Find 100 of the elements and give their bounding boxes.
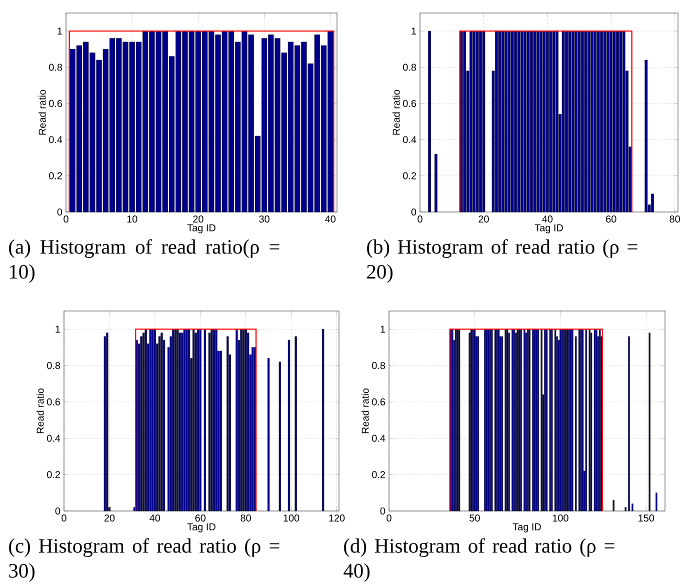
x-tick-label: 60 (606, 216, 616, 223)
y-axis-title: Read ratio (392, 90, 400, 135)
y-tick-label: 1 (56, 326, 60, 333)
bar (495, 30, 498, 212)
y-tick-label: 0.2 (49, 172, 62, 180)
x-axis-title: Tag ID (187, 224, 216, 234)
x-tick-label: 0 (418, 216, 422, 223)
bar (590, 30, 594, 212)
bar (526, 30, 530, 212)
x-tick-label: 100 (284, 514, 300, 522)
y-tick-label: 0.8 (372, 362, 386, 370)
bar (610, 30, 613, 212)
y-tick-label: 0.2 (372, 471, 385, 478)
bar (552, 30, 556, 212)
bar (479, 30, 482, 212)
y-tick-label: 0.4 (403, 136, 416, 144)
bar (517, 30, 520, 212)
y-tick-label: 0.4 (372, 434, 386, 442)
y-tick-label: 0.2 (47, 471, 60, 478)
x-tick-label: 80 (240, 514, 251, 522)
bar (498, 30, 502, 212)
x-tick-label: 100 (552, 514, 568, 522)
bar (562, 30, 565, 212)
bar (540, 30, 542, 212)
y-axis-title: Read ratio (36, 388, 44, 434)
x-tick-label: 30 (259, 216, 270, 223)
x-tick-label: 0 (386, 514, 392, 522)
y-axis-title: Read ratio (38, 90, 46, 135)
bar (504, 30, 508, 212)
bar (470, 30, 472, 212)
text: (b) Histogram of read ratio (ρ = 20) (367, 239, 638, 283)
x-tick-label: 120 (329, 514, 345, 522)
x-tick-label: 0 (64, 216, 68, 223)
y-tick-label: 0.2 (403, 172, 416, 180)
bar (568, 30, 572, 212)
y-tick-label: 0 (55, 507, 60, 515)
bar (549, 30, 552, 212)
bar (622, 30, 626, 212)
x-tick-label: 20 (104, 514, 115, 522)
bar (536, 30, 540, 212)
x-tick-label: 40 (542, 216, 553, 223)
y-tick-label: 0 (411, 208, 416, 216)
bar (524, 30, 527, 212)
bar (603, 30, 606, 212)
x-axis-title: Tag ID (534, 224, 563, 234)
x-tick-label: 60 (195, 514, 206, 522)
bar (616, 30, 619, 212)
x-axis-title: Tag ID (512, 523, 541, 532)
bar (476, 30, 479, 212)
text: (a) Histogram of read ratio(ρ = 10) (9, 239, 280, 283)
x-tick-label: 80 (670, 216, 680, 223)
bar (514, 30, 517, 212)
y-tick-label: 0.6 (372, 398, 386, 406)
y-tick-label: 0.6 (403, 100, 416, 107)
bar (612, 30, 616, 212)
x-tick-label: 10 (127, 216, 138, 223)
bar (578, 30, 581, 212)
bar (510, 30, 514, 212)
y-tick-label: 1 (412, 28, 416, 35)
y-axis-title: Read ratio (361, 388, 369, 434)
bar (596, 30, 600, 212)
y-tick-label: 0.4 (49, 136, 62, 144)
x-tick-label: 20 (193, 216, 204, 223)
y-tick-label: 0.8 (49, 64, 62, 71)
bar (546, 30, 549, 212)
x-axis-title: Tag ID (187, 523, 216, 532)
x-tick-label: 20 (478, 216, 489, 223)
text: (c) Histogram of read ratio (ρ = 30) (9, 538, 280, 582)
bar (463, 30, 466, 212)
bar (472, 30, 476, 212)
text: (d) Histogram of read ratio (ρ = 40) (344, 538, 614, 582)
x-tick-label: 150 (638, 514, 654, 522)
x-tick-label: 50 (470, 514, 480, 522)
y-tick-label: 0.8 (403, 64, 416, 71)
y-tick-label: 0.6 (47, 398, 60, 406)
bar (587, 30, 590, 212)
bar (533, 30, 536, 212)
bar (530, 30, 533, 212)
bar (581, 30, 584, 212)
y-tick-label: 1 (58, 28, 62, 35)
y-tick-label: 0 (57, 208, 62, 216)
y-tick-label: 1 (380, 326, 386, 333)
bar (584, 30, 588, 212)
y-tick-label: 0.8 (47, 362, 60, 370)
y-tick-label: 0.6 (49, 100, 62, 107)
y-tick-label: 0.4 (47, 434, 60, 442)
bar (508, 30, 511, 212)
bar (606, 30, 610, 212)
x-tick-label: 40 (325, 216, 336, 223)
bar (542, 30, 546, 212)
bar (574, 30, 578, 212)
bar (520, 30, 524, 212)
y-tick-label: 0 (380, 507, 386, 515)
bar (556, 30, 558, 212)
bar (565, 30, 568, 212)
x-tick-label: 40 (150, 514, 160, 522)
bar (571, 30, 574, 212)
bar (594, 30, 597, 212)
bar (619, 30, 622, 212)
bar (501, 30, 504, 212)
